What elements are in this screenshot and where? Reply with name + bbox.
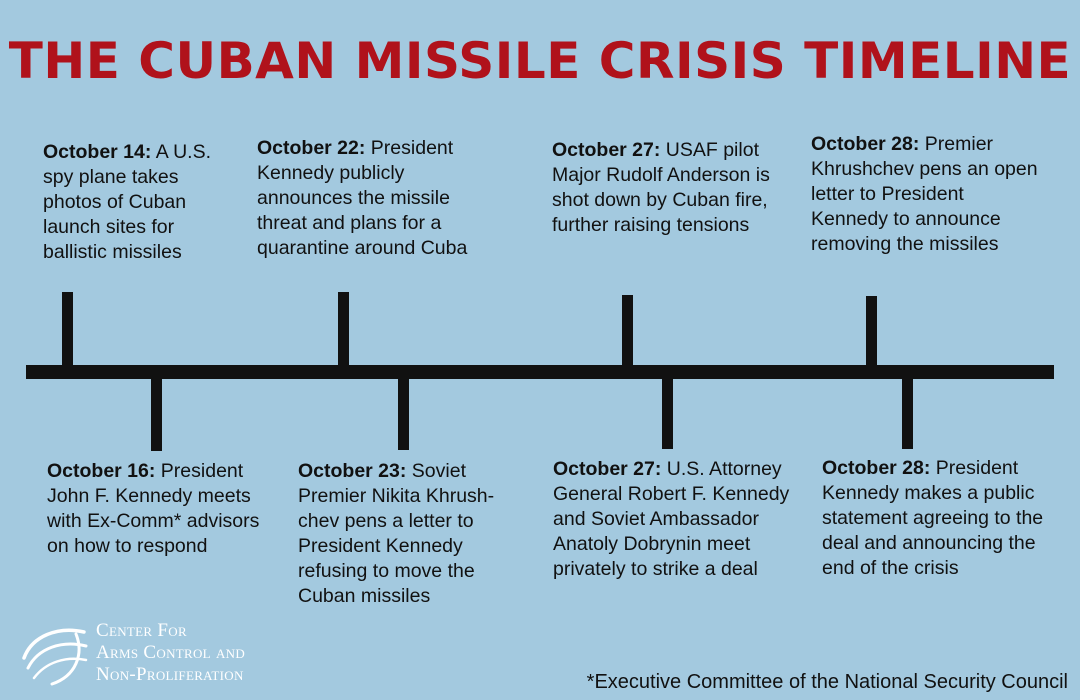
event-oct28-statement: October 28: President Kennedy makes a pu…	[822, 456, 1052, 581]
event-oct27-shootdown: October 27: USAF pilot Major Rudolf Ande…	[552, 138, 784, 238]
event-date: October 14:	[43, 141, 152, 163]
event-oct23: October 23: Soviet Premier Nikita Khrush…	[298, 459, 520, 609]
page-title: THE CUBAN MISSILE CRISIS TIMELINE	[8, 32, 1072, 90]
timeline-tick-oct16	[151, 376, 162, 451]
event-text: President Kennedy makes a public stateme…	[822, 457, 1044, 579]
event-text: President Kennedy publicly announces the…	[257, 137, 468, 259]
timeline-tick-oct28a	[866, 296, 877, 368]
logo-line: Arms Control and	[96, 642, 246, 663]
event-oct14: October 14: A U.S. spy plane takes photo…	[43, 140, 238, 265]
timeline-tick-oct23	[398, 376, 409, 450]
event-text: USAF pilot Major Rudolf Anderson is shot…	[552, 139, 770, 236]
event-date: October 27:	[553, 458, 662, 480]
event-date: October 16:	[47, 460, 156, 482]
globe-swoosh-icon	[22, 628, 88, 686]
event-text: Premier Khrushchev pens an open letter t…	[811, 133, 1038, 255]
logo-line: Non-Proliferation	[96, 664, 244, 685]
footnote: *Executive Committee of the National Sec…	[586, 671, 1068, 693]
logo-line: Center For	[96, 620, 187, 641]
event-date: October 23:	[298, 460, 407, 482]
event-oct27-meeting: October 27: U.S. Attorney General Robert…	[553, 457, 795, 582]
timeline-axis	[26, 365, 1054, 379]
organization-logo: Center For Arms Control and Non-Prolifer…	[18, 618, 318, 690]
event-oct28-letter: October 28: Premier Khrushchev pens an o…	[811, 132, 1043, 257]
event-oct22: October 22: President Kennedy publicly a…	[257, 136, 489, 261]
event-date: October 28:	[811, 133, 920, 155]
event-oct16: October 16: President John F. Kennedy me…	[47, 459, 282, 559]
event-text: Soviet Premier Nikita Khrush-chev pens a…	[298, 460, 495, 607]
event-date: October 28:	[822, 457, 931, 479]
event-date: October 27:	[552, 139, 661, 161]
timeline-tick-oct27a	[622, 295, 633, 368]
event-date: October 22:	[257, 137, 366, 159]
timeline-tick-oct27b	[662, 376, 673, 449]
timeline-tick-oct28b	[902, 376, 913, 449]
organization-name: Center For Arms Control and Non-Prolifer…	[96, 620, 245, 686]
timeline-tick-oct22	[338, 292, 349, 368]
event-text: President John F. Kennedy meets with Ex-…	[47, 460, 260, 557]
timeline-tick-oct14	[62, 292, 73, 368]
event-text: U.S. Attorney General Robert F. Kennedy …	[553, 458, 790, 580]
event-text: A U.S. spy plane takes photos of Cuban l…	[43, 141, 211, 263]
